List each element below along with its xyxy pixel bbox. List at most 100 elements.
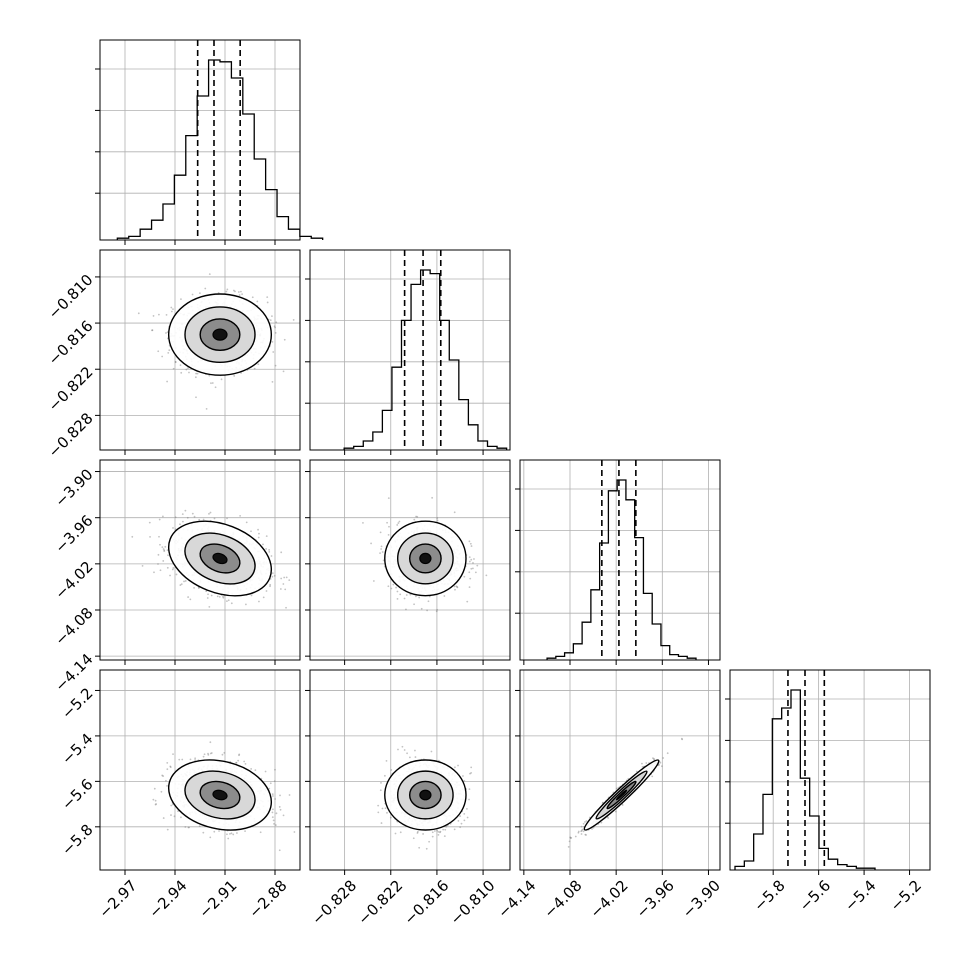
sample-point [257, 528, 259, 531]
sample-point [149, 535, 151, 538]
sample-point [180, 298, 182, 301]
sample-point [271, 572, 274, 575]
sample-point [184, 580, 187, 582]
sample-point [443, 595, 446, 597]
sample-point [173, 815, 176, 818]
sample-point [148, 521, 151, 524]
sample-point [265, 535, 268, 538]
sample-point [469, 772, 471, 775]
sample-point [207, 593, 209, 596]
panel-frame [99, 459, 301, 661]
sample-point [153, 787, 156, 790]
sample-point [415, 515, 417, 518]
sample-point [582, 830, 585, 833]
sample-point [250, 594, 253, 597]
sample-point [460, 822, 463, 825]
sample-point [442, 828, 445, 831]
sample-point [652, 757, 654, 760]
sample-point [455, 585, 458, 588]
sample-point [615, 787, 618, 790]
sample-point [137, 312, 140, 315]
sample-point [179, 364, 182, 367]
sample-point [428, 840, 431, 843]
sample-point [170, 306, 173, 309]
sample-point [399, 831, 402, 834]
sample-point [272, 795, 274, 797]
sample-point [474, 571, 477, 574]
sample-point [167, 554, 169, 557]
sample-point [268, 548, 271, 551]
sample-point [158, 518, 161, 521]
sample-point [283, 576, 286, 579]
sample-point [243, 760, 246, 763]
sample-point [194, 757, 197, 760]
sample-point [469, 577, 472, 580]
sample-point [154, 799, 157, 802]
sample-point [379, 789, 382, 792]
sample-point [272, 808, 274, 811]
sample-point [380, 548, 383, 550]
sample-point [607, 817, 610, 819]
sample-point [181, 520, 184, 523]
sample-point [468, 540, 471, 543]
sample-point [186, 516, 189, 519]
sample-point [170, 310, 173, 313]
sample-point [180, 371, 183, 374]
density-contour [212, 328, 228, 341]
sample-point [188, 826, 190, 829]
sample-point [379, 552, 381, 555]
sample-point [254, 769, 257, 772]
sample-point [437, 833, 440, 836]
sample-point [166, 784, 168, 787]
sample-point [405, 594, 408, 596]
sample-point [275, 812, 278, 815]
sample-point [666, 752, 669, 755]
sample-point [279, 794, 281, 797]
sample-point [169, 765, 172, 768]
sample-point [163, 549, 166, 552]
sample-point [171, 568, 174, 571]
sample-point [209, 752, 212, 755]
sample-point [463, 575, 466, 578]
sample-point [433, 830, 436, 832]
sample-point [394, 832, 397, 835]
sample-point [278, 806, 281, 808]
sample-point [230, 832, 233, 835]
sample-point [223, 751, 226, 754]
sample-point [193, 586, 195, 589]
sample-point [468, 556, 471, 559]
sample-point [198, 825, 201, 827]
sample-point [204, 287, 207, 290]
sample-point [468, 798, 470, 801]
sample-point [457, 764, 459, 767]
sample-point [387, 533, 390, 536]
sample-point [390, 769, 393, 771]
sample-point [585, 834, 587, 836]
sample-point [380, 822, 383, 824]
sample-point [466, 816, 469, 819]
sample-point [234, 290, 236, 293]
sample-point [198, 518, 201, 521]
sample-point [245, 521, 248, 524]
sample-point [466, 807, 468, 810]
sample-point [179, 584, 182, 586]
sample-point [211, 382, 214, 384]
sample-point [444, 828, 447, 831]
sample-point [160, 790, 163, 793]
panel-frame [99, 249, 301, 451]
sample-point [468, 788, 471, 791]
sample-point [392, 583, 395, 586]
sample-point [162, 560, 165, 562]
sample-point [659, 761, 662, 764]
sample-point [141, 564, 144, 567]
sample-point [187, 596, 190, 598]
sample-point [271, 816, 274, 819]
sample-point [179, 523, 181, 526]
sample-point [468, 560, 471, 563]
sample-point [162, 817, 165, 819]
panel-frame [99, 669, 301, 871]
sample-point [577, 830, 580, 833]
sample-point [235, 761, 238, 764]
sample-point [208, 605, 211, 608]
sample-point [269, 583, 272, 586]
